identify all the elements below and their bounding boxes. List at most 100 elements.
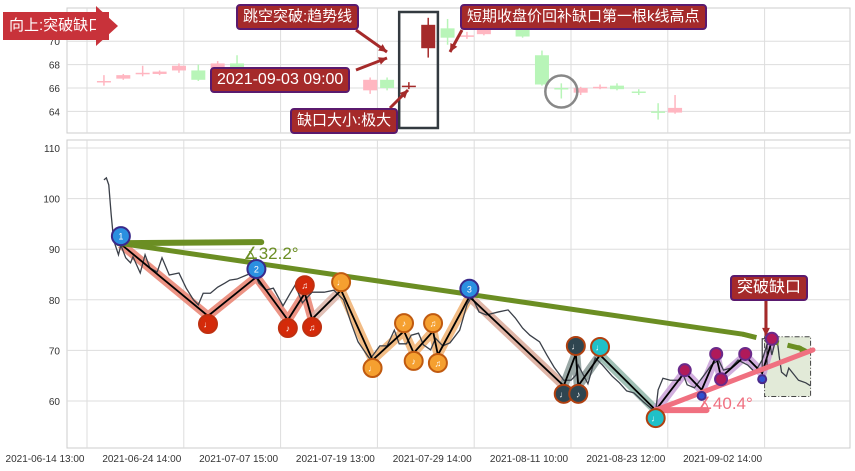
- candle: [609, 83, 624, 91]
- top-y-tick-label: 70: [49, 37, 61, 48]
- x-tick-label: 2021-06-24 14:00: [102, 454, 181, 465]
- pivot-marker: ♫: [294, 275, 315, 296]
- refill-label: 短期收盘价回补缺口第一根k线高点: [460, 4, 707, 30]
- gap-time-label: 2021-09-03 09:00: [210, 67, 351, 93]
- trendline-reference: [115, 239, 265, 247]
- zigzag-line: [120, 243, 773, 412]
- candle: [171, 63, 186, 73]
- x-tick-label: 2021-07-07 15:00: [199, 454, 278, 465]
- candle-body: [573, 88, 588, 93]
- candle: [116, 73, 131, 80]
- candle-body: [191, 70, 206, 80]
- pivot-dot: [427, 352, 448, 373]
- candle-body: [631, 91, 646, 94]
- candle-body: [116, 75, 131, 79]
- angle-label: ∡32.2°: [243, 244, 298, 263]
- pivot-glyph: ♩: [559, 389, 568, 399]
- pivot-marker: [757, 374, 768, 385]
- pivot-marker: 3: [459, 278, 480, 299]
- candle: [401, 82, 416, 90]
- pivot-marker: [677, 363, 692, 378]
- trendline: [115, 240, 746, 337]
- pivot-glyph: ♩: [204, 319, 213, 329]
- candle-body: [210, 63, 225, 69]
- candle-body: [515, 29, 530, 37]
- candle: [459, 31, 474, 39]
- pivot-marker: ♩: [645, 408, 666, 429]
- candle-body: [609, 85, 624, 90]
- main-y-tick-label: 110: [44, 144, 60, 155]
- pivot-glyph: ♩: [368, 364, 377, 374]
- arrow-right-icon: [96, 6, 118, 46]
- pivot-dot: [459, 278, 480, 299]
- candle: [573, 86, 588, 96]
- pivot-dot: [645, 408, 666, 429]
- arrow-head-icon: [399, 90, 408, 99]
- pivot-marker: [764, 331, 779, 346]
- candle: [135, 65, 150, 77]
- pivot-glyph: ♪: [286, 324, 291, 334]
- candle-body: [440, 28, 455, 38]
- pivot-dot: [198, 313, 218, 334]
- x-tick-label: 2021-07-29 14:00: [393, 454, 472, 465]
- pivot-glyph: ♫: [309, 323, 316, 333]
- candle: [593, 84, 608, 90]
- pivot-marker: ♫: [423, 313, 444, 334]
- candle: [96, 75, 111, 86]
- pivot-marker: 1: [110, 226, 131, 247]
- main-y-tick-label: 90: [49, 245, 61, 256]
- candle: [363, 77, 378, 94]
- candle-body: [135, 72, 150, 75]
- pivot-glyph: ♪: [411, 356, 416, 366]
- pivot-marker: ♩: [331, 272, 352, 293]
- highlight-circle: [544, 74, 579, 109]
- pivot-marker: ♩: [198, 313, 218, 334]
- pivot-dot: [677, 363, 692, 378]
- pivot-dot: [590, 336, 611, 357]
- pivot-glyph: ♩: [571, 341, 580, 351]
- pivot-marker: 2: [246, 259, 267, 280]
- pivot-dot: [423, 313, 444, 334]
- candle-body: [401, 85, 416, 88]
- pivot-glyph: ♪: [402, 319, 407, 329]
- candle-body: [96, 80, 111, 83]
- candle-body: [363, 79, 378, 91]
- x-tick-label: 2021-06-14 13:00: [6, 454, 85, 465]
- main-panel-frame: [66, 139, 851, 449]
- x-tick-label: 2021-08-23 12:00: [586, 454, 665, 465]
- pivot-dot: [294, 275, 315, 296]
- candle: [668, 95, 683, 114]
- arrow-head-icon: [762, 327, 770, 336]
- pivot-marker: ♫: [302, 317, 323, 338]
- gap-break-label: 跳空突破:趋势线: [236, 4, 360, 30]
- gap-candle-box: [397, 10, 440, 130]
- pivot-dot: [565, 335, 586, 356]
- candle-body: [152, 71, 167, 74]
- candle-body: [651, 111, 666, 113]
- direction-text: 向上:突破缺口: [9, 17, 104, 34]
- direction-label: 向上:突破缺口: [3, 12, 110, 40]
- top-y-tick-label: 66: [49, 84, 61, 95]
- pivot-glyph: ♪: [576, 389, 581, 399]
- pivot-marker: ♫: [427, 352, 448, 373]
- main-y-tick-label: 80: [49, 296, 61, 307]
- angle-label: ∡40.4°: [698, 394, 753, 413]
- pivot-dot: [757, 374, 768, 385]
- candle-body: [554, 88, 569, 90]
- pivot-marker: [714, 372, 729, 387]
- pivot-dot: [362, 358, 383, 379]
- candle-body: [476, 29, 491, 35]
- pivot-dot: [277, 318, 298, 339]
- pivot-dot: [302, 317, 323, 338]
- x-tick-label: 2021-09-02 14:00: [683, 454, 762, 465]
- pivot-marker: [738, 346, 753, 361]
- candle: [152, 70, 167, 76]
- candle: [421, 17, 436, 58]
- pivot-dot: [568, 383, 589, 404]
- candle: [651, 103, 666, 120]
- candle-body: [380, 79, 395, 88]
- candle-body: [421, 24, 436, 49]
- pivot-dot: [696, 390, 707, 401]
